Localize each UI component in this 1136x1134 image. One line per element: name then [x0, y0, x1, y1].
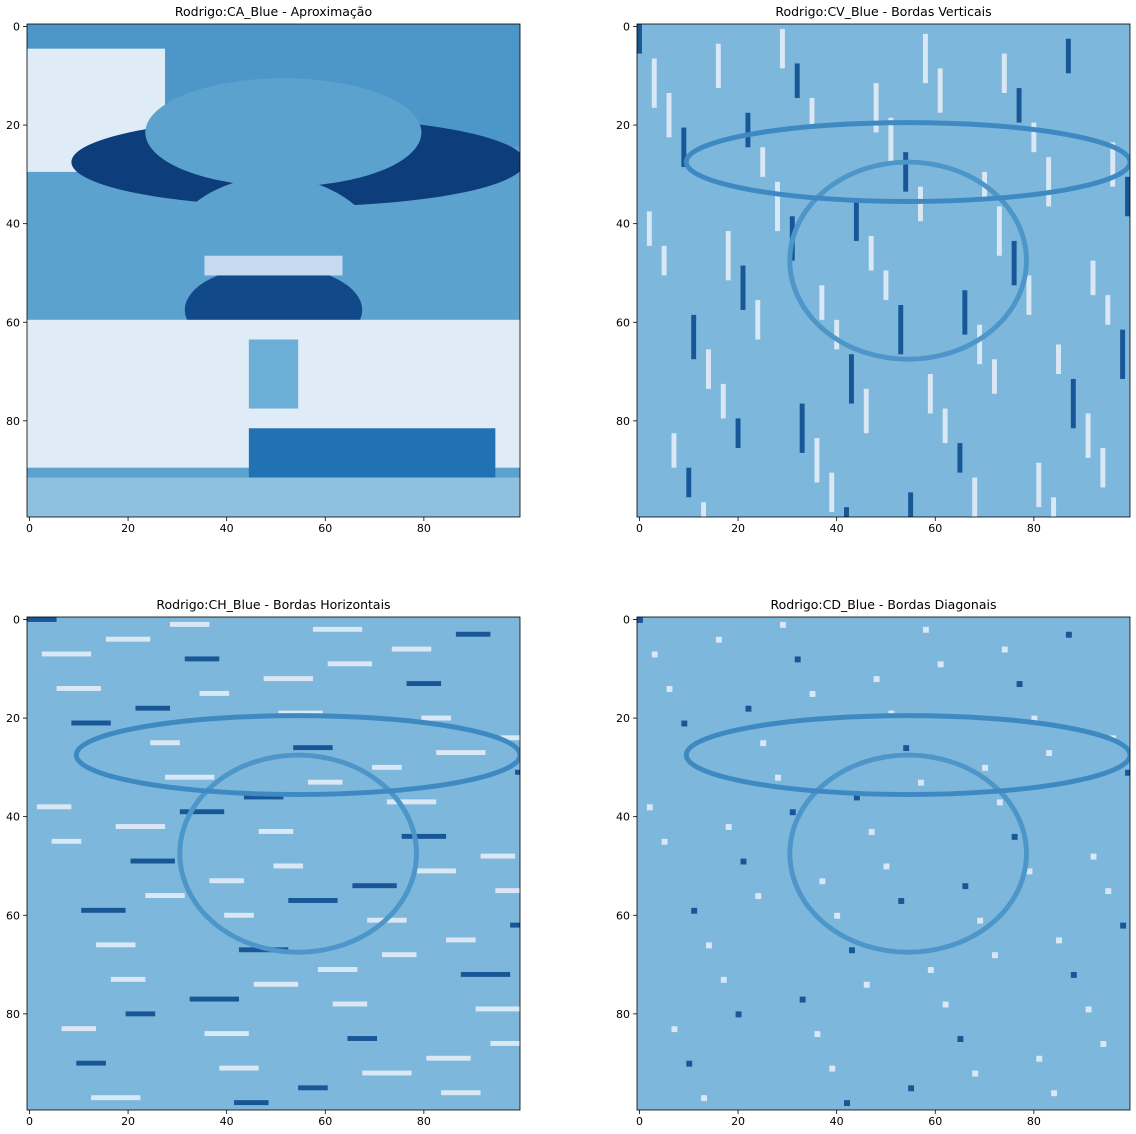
y-tick-label: 60	[6, 316, 20, 329]
y-tick-label: 80	[616, 1008, 630, 1021]
panel-3: Rodrigo:CH_Blue - Bordas Horizontais 0 20 4…	[6, 597, 521, 1128]
x-tick-label: 40	[830, 522, 844, 535]
axes-frame	[26, 23, 521, 518]
y-tick-label: 0	[623, 613, 630, 626]
y-tick-label: 0	[623, 20, 630, 33]
x-tick-label: 80	[1027, 1115, 1041, 1128]
heatmap-cells	[637, 617, 1130, 1110]
x-tick-label: 60	[928, 1115, 942, 1128]
heatmap-cells	[27, 617, 520, 1110]
heatmap-canvas	[637, 617, 1130, 1110]
x-tick-label: 80	[417, 1115, 431, 1128]
heatmap-canvas	[637, 24, 1130, 517]
y-tick-label: 0	[13, 613, 20, 626]
panel-title: Rodrigo:CV_Blue - Bordas Verticais	[775, 4, 991, 19]
y-tick-label: 0	[13, 20, 20, 33]
panel-4: Rodrigo:CD_Blue - Bordas Diagonais 0 20 40 6…	[616, 597, 1131, 1128]
heatmap-canvas	[27, 617, 520, 1110]
x-tick-label: 0	[636, 522, 643, 535]
y-tick-label: 40	[6, 218, 20, 231]
x-tick-label: 60	[318, 522, 332, 535]
y-tick-label: 20	[6, 119, 20, 132]
x-tick-label: 20	[731, 1115, 745, 1128]
y-tick-label: 40	[616, 218, 630, 231]
x-tick-label: 80	[417, 522, 431, 535]
x-tick-label: 20	[121, 522, 135, 535]
panel-title: Rodrigo:CA_Blue - Aproximação	[175, 4, 372, 19]
x-tick-label: 20	[121, 1115, 135, 1128]
y-tick-label: 40	[616, 811, 630, 824]
heatmap-cells	[27, 24, 520, 517]
x-tick-label: 40	[830, 1115, 844, 1128]
y-tick-label: 80	[6, 415, 20, 428]
x-tick-label: 80	[1027, 522, 1041, 535]
panel-title: Rodrigo:CD_Blue - Bordas Diagonais	[771, 597, 997, 612]
y-tick-label: 80	[616, 415, 630, 428]
axes-frame	[636, 616, 1131, 1111]
heatmap-canvas	[27, 24, 520, 517]
y-tick-label: 60	[616, 909, 630, 922]
x-tick-label: 0	[636, 1115, 643, 1128]
x-tick-label: 40	[220, 1115, 234, 1128]
panel-title: Rodrigo:CH_Blue - Bordas Horizontais	[156, 597, 390, 612]
x-tick-label: 0	[26, 522, 33, 535]
y-tick-label: 20	[6, 712, 20, 725]
x-tick-label: 40	[220, 522, 234, 535]
x-tick-label: 60	[928, 522, 942, 535]
axes-frame	[26, 616, 521, 1111]
axes-frame	[636, 23, 1131, 518]
y-tick-label: 20	[616, 712, 630, 725]
y-tick-label: 60	[616, 316, 630, 329]
panel-1: Rodrigo:CA_Blue - Aproximação 0 20 40 60 80 0 2…	[6, 4, 521, 535]
x-tick-label: 0	[26, 1115, 33, 1128]
x-tick-label: 20	[731, 522, 745, 535]
x-tick-label: 60	[318, 1115, 332, 1128]
panel-2: Rodrigo:CV_Blue - Bordas Verticais 0 20 40 6…	[616, 4, 1131, 535]
y-tick-label: 60	[6, 909, 20, 922]
y-tick-label: 40	[6, 811, 20, 824]
y-tick-label: 80	[6, 1008, 20, 1021]
heatmap-cells	[637, 24, 1130, 517]
y-tick-label: 20	[616, 119, 630, 132]
